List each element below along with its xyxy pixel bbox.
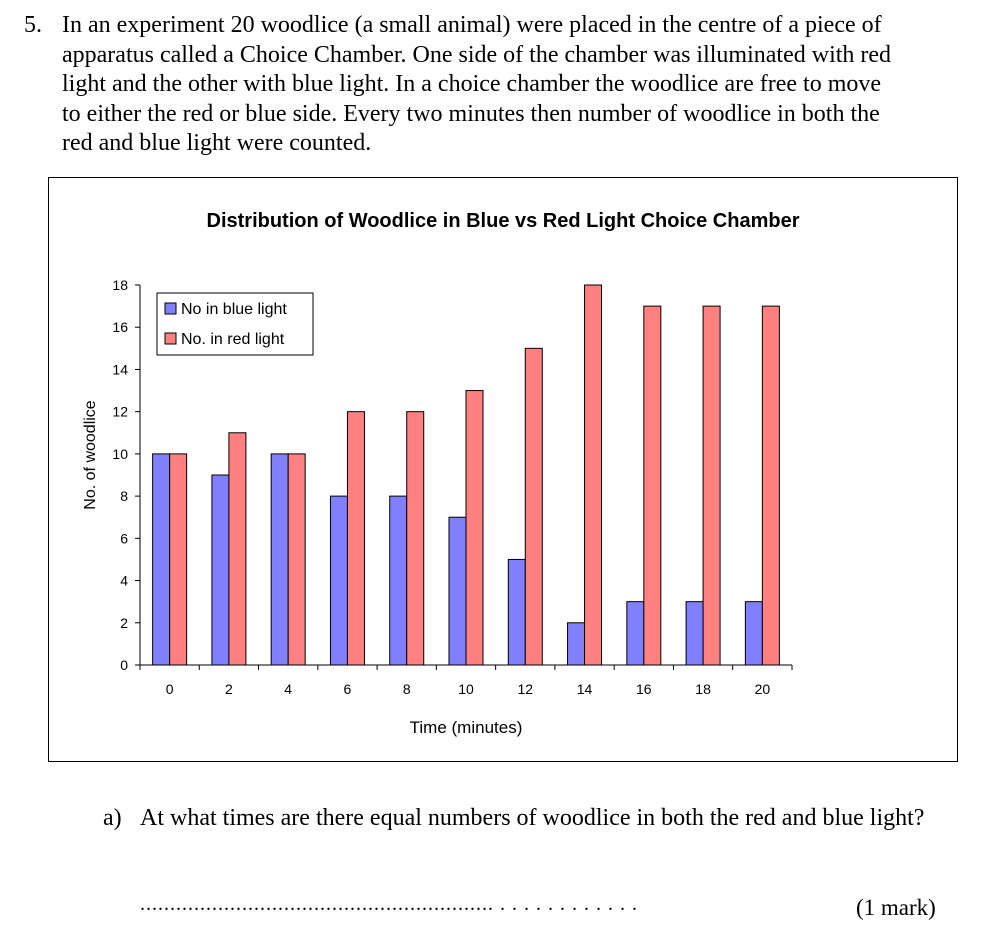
red-bar <box>584 284 603 666</box>
blue-bar <box>507 558 526 666</box>
red-bar <box>643 305 662 666</box>
x-axis-label: Time (minutes) <box>410 718 523 737</box>
part-a-question: At what times are there equal numbers of… <box>140 805 925 831</box>
y-tick-label: 8 <box>120 488 128 504</box>
bar-chart: Distribution of Woodlice in Blue vs Red … <box>82 210 800 737</box>
blue-bar <box>744 601 763 666</box>
y-axis-label: No. of woodlice <box>82 400 99 509</box>
y-tick-label: 16 <box>112 319 128 335</box>
blue-bar <box>211 474 230 666</box>
blue-bar <box>389 495 408 666</box>
x-tick-label: 20 <box>755 681 771 697</box>
x-tick-label: 10 <box>458 681 474 697</box>
y-tick-label: 2 <box>120 615 128 631</box>
x-tick-label: 2 <box>225 681 233 697</box>
legend-label: No. in red light <box>181 331 285 348</box>
y-tick-label: 6 <box>120 530 128 546</box>
chart-title: Distribution of Woodlice in Blue vs Red … <box>207 210 800 232</box>
question-number: 5. <box>24 12 42 38</box>
y-tick-label: 0 <box>120 657 128 673</box>
red-bar <box>346 411 365 666</box>
y-tick-label: 14 <box>112 361 128 377</box>
legend-swatch-blue <box>164 302 177 315</box>
y-tick-label: 4 <box>120 573 128 589</box>
red-bar <box>169 453 188 666</box>
intro-line: to either the red or blue side. Every tw… <box>62 100 880 127</box>
red-bar <box>287 453 306 666</box>
y-tick-label: 12 <box>112 404 128 420</box>
y-tick-label: 10 <box>112 446 128 462</box>
blue-bar <box>270 453 289 666</box>
x-tick-label: 0 <box>166 681 174 697</box>
intro-line: red and blue light were counted. <box>62 130 372 156</box>
blue-bar <box>329 495 348 666</box>
blue-bar <box>152 453 171 666</box>
x-tick-label: 14 <box>577 681 593 697</box>
red-bar <box>761 305 780 666</box>
red-bar <box>524 347 543 666</box>
x-tick-label: 8 <box>403 681 411 697</box>
intro-line: apparatus called a Choice Chamber. One s… <box>62 41 892 68</box>
legend-label: No in blue light <box>181 301 287 318</box>
answer-line: ........................................… <box>140 893 638 915</box>
marks-label: (1 mark) <box>856 895 936 920</box>
x-tick-label: 16 <box>636 681 652 697</box>
red-bar <box>465 390 484 666</box>
x-tick-label: 18 <box>695 681 711 697</box>
chart-frame: Distribution of Woodlice in Blue vs Red … <box>48 177 958 762</box>
x-tick-label: 4 <box>284 681 292 697</box>
y-tick-label: 18 <box>112 277 128 293</box>
blue-bar <box>685 601 704 666</box>
intro-line: light and the other with blue light. In … <box>62 71 882 97</box>
blue-bar <box>567 622 586 666</box>
legend-box <box>156 292 314 356</box>
legend-swatch-red <box>164 332 177 345</box>
part-a-label: a) <box>103 805 122 831</box>
question-intro: In an experiment 20 woodlice (a small an… <box>62 11 967 159</box>
x-tick-label: 6 <box>344 681 352 697</box>
red-bar <box>702 305 721 666</box>
red-bar <box>228 432 247 666</box>
x-tick-label: 12 <box>517 681 533 697</box>
blue-bar <box>448 516 467 666</box>
red-bar <box>406 411 425 666</box>
intro-line: In an experiment 20 woodlice (a small an… <box>62 12 882 38</box>
blue-bar <box>626 601 645 666</box>
